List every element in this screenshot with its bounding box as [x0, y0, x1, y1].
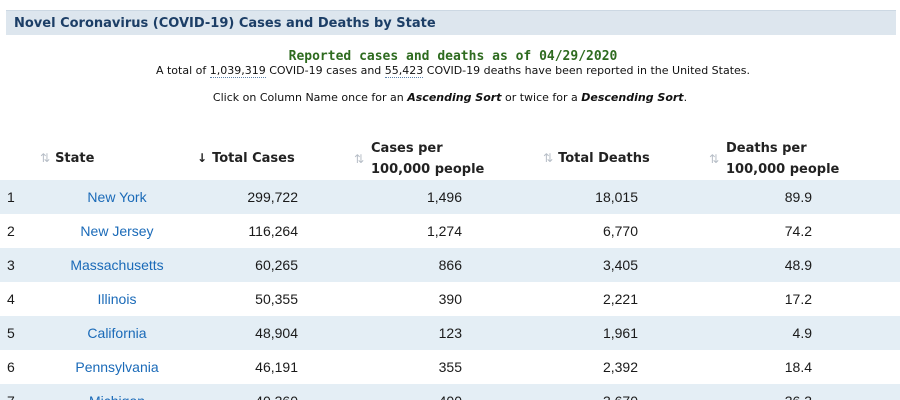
cases-per-100k-cell: 390	[438, 291, 462, 307]
column-header-state-label: State	[55, 151, 95, 166]
column-header-deaths-per-100k-label: Deaths per 100,000 people	[726, 138, 839, 180]
column-header-line: Deaths per	[726, 141, 807, 156]
sort-arrows-icon: ⇅	[40, 151, 51, 165]
state-link[interactable]: New York	[87, 189, 147, 205]
column-header-line: 100,000 people	[726, 162, 840, 177]
rank-cell: 2	[7, 223, 15, 239]
rank-cell: 6	[7, 359, 15, 375]
column-header-total-deaths-label: Total Deaths	[558, 151, 650, 166]
column-header-line: Cases per	[371, 141, 443, 156]
summary-middle: COVID-19 cases and	[265, 64, 385, 77]
rank-cell: 4	[7, 291, 15, 307]
total-cases-cell: 48,904	[255, 325, 298, 341]
table-row: 6 Pennsylvania 46,191 355 2,392 18.4	[0, 350, 900, 384]
sort-instructions: Click on Column Name once for an Ascendi…	[0, 91, 900, 104]
total-cases-cell: 50,355	[255, 291, 298, 307]
rank-cell: 1	[7, 189, 15, 205]
table-row: 5 California 48,904 123 1,961 4.9	[0, 316, 900, 350]
sort-arrows-icon: ⇅	[354, 152, 365, 166]
sort-hint-ascending: Ascending Sort	[407, 91, 502, 104]
sort-hint-descending: Descending Sort	[581, 91, 684, 104]
total-deaths-cell: 2,221	[602, 291, 638, 307]
state-link[interactable]: Illinois	[97, 291, 137, 307]
sort-hint-prefix: Click on Column Name once for an	[212, 91, 408, 104]
deaths-per-100k-cell: 18.4	[784, 359, 812, 375]
state-link[interactable]: Massachusetts	[70, 257, 164, 273]
total-cases-cell: 60,265	[255, 257, 298, 273]
deaths-per-100k-cell: 48.9	[784, 257, 812, 273]
deaths-per-100k-cell: 36.3	[700, 384, 812, 400]
table-row: 4 Illinois 50,355 390 2,221 17.2	[0, 282, 900, 316]
table-row: 2 New Jersey 116,264 1,274 6,770 74.2	[0, 214, 900, 248]
total-deaths-cell: 2,392	[602, 359, 638, 375]
total-cases-cell: 299,722	[247, 189, 298, 205]
total-deaths-cell: 6,770	[602, 223, 638, 239]
table-row: 3 Massachusetts 60,265 866 3,405 48.9	[0, 248, 900, 282]
rank-cell: 3	[7, 257, 15, 273]
column-header-cases-per-100k-label: Cases per 100,000 people	[371, 138, 484, 180]
rank-cell: 7	[7, 384, 15, 400]
total-deaths-cell: 1,961	[602, 325, 638, 341]
column-header-state[interactable]: ⇅ State	[40, 151, 94, 166]
deaths-per-100k-cell: 74.2	[784, 223, 812, 239]
state-link[interactable]: Pennsylvania	[75, 359, 159, 375]
table-row: 7 Michigan 40,360 400 3,670 36.3	[0, 384, 900, 400]
total-deaths-cell: 18,015	[595, 189, 638, 205]
total-cases-value: 1,039,319	[209, 64, 266, 78]
sort-arrows-icon: ⇅	[709, 152, 720, 166]
title-bar: Novel Coronavirus (COVID-19) Cases and D…	[6, 10, 896, 35]
column-header-total-deaths[interactable]: ⇅ Total Deaths	[543, 151, 650, 166]
arrow-down-icon: ↓	[197, 151, 208, 165]
sort-arrows-icon: ⇅	[543, 151, 554, 165]
column-header-total-cases[interactable]: ↓ Total Cases	[197, 151, 295, 166]
cases-per-100k-cell: 355	[438, 359, 462, 375]
deaths-per-100k-cell: 17.2	[784, 291, 812, 307]
cases-per-100k-cell: 123	[438, 325, 462, 341]
summary-text: A total of 1,039,319 COVID-19 cases and …	[0, 64, 900, 78]
cases-per-100k-cell: 400	[360, 384, 462, 400]
table-header: ⇅ State ↓ Total Cases ⇅ Cases per 100,000 p…	[0, 130, 900, 180]
total-cases-cell: 40,360	[200, 384, 298, 400]
cases-per-100k-cell: 1,274	[426, 223, 462, 239]
summary-suffix: COVID-19 deaths have been reported in th…	[423, 64, 751, 77]
total-deaths-value: 55,423	[384, 64, 424, 78]
total-cases-cell: 46,191	[255, 359, 298, 375]
reported-date: Reported cases and deaths as of 04/29/20…	[288, 49, 618, 64]
column-header-line: 100,000 people	[371, 162, 485, 177]
table-row: 1 New York 299,722 1,496 18,015 89.9	[0, 180, 900, 214]
table-body: 1 New York 299,722 1,496 18,015 89.9 2 N…	[0, 180, 900, 400]
column-header-total-cases-label: Total Cases	[212, 151, 295, 166]
sort-hint-middle: or twice for a	[501, 91, 582, 104]
state-link[interactable]: Michigan	[57, 384, 177, 400]
state-link[interactable]: California	[87, 325, 147, 341]
total-deaths-cell: 3,405	[602, 257, 638, 273]
sort-hint-suffix: .	[683, 91, 688, 104]
cases-per-100k-cell: 1,496	[426, 189, 462, 205]
total-cases-cell: 116,264	[248, 223, 298, 239]
cases-table: ⇅ State ↓ Total Cases ⇅ Cases per 100,000 p…	[0, 130, 900, 400]
deaths-per-100k-cell: 89.9	[784, 189, 812, 205]
rank-cell: 5	[7, 325, 15, 341]
total-deaths-cell: 3,670	[540, 384, 638, 400]
page-title: Novel Coronavirus (COVID-19) Cases and D…	[14, 16, 436, 31]
cases-per-100k-cell: 866	[438, 257, 462, 273]
deaths-per-100k-cell: 4.9	[792, 325, 812, 341]
state-link[interactable]: New Jersey	[80, 223, 154, 239]
summary-prefix: A total of	[155, 64, 210, 77]
